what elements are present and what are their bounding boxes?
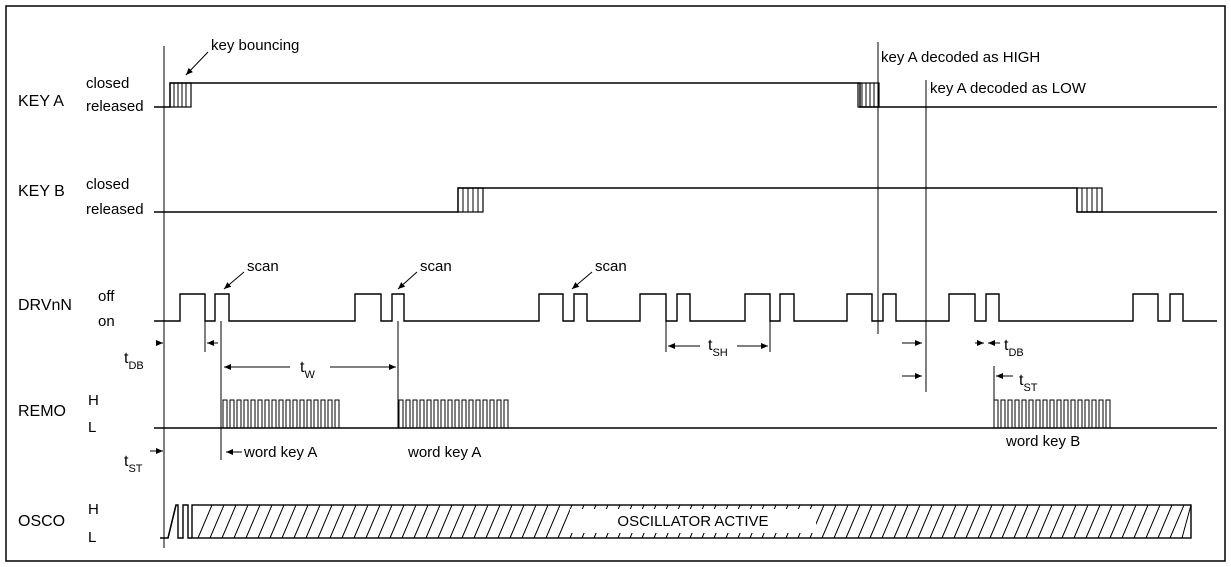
t-sh-marker: tSH <box>665 321 771 359</box>
scan-label-2: scan <box>420 258 452 275</box>
scan-arrow-1 <box>223 271 245 290</box>
oscillator-label-bg <box>570 509 816 533</box>
scan-label-1: scan <box>247 258 279 275</box>
scan-label-3: scan <box>595 258 627 275</box>
remo-name: REMO <box>18 403 66 420</box>
key-a-waveform <box>154 82 1217 108</box>
key-bouncing-arrow <box>185 51 209 76</box>
remo-l-label: L <box>88 419 96 436</box>
frame <box>5 5 1226 562</box>
oscillator-active-label: OSCILLATOR ACTIVE <box>617 513 768 530</box>
t-db-marker-2: tDB <box>975 337 1024 359</box>
key-b-waveform <box>154 187 1217 213</box>
key-a-bounce-1 <box>169 82 192 108</box>
t-w-marker: tW <box>220 321 399 460</box>
osco-signal: OSCO H L OSCILLATOR ACTIVE <box>18 501 1192 546</box>
key-b-bounce-1 <box>457 187 484 213</box>
key-a-released-label: released <box>86 98 144 115</box>
word-key-b-label: word key B <box>1005 433 1080 450</box>
word-key-a-label-1: word key A <box>243 444 317 461</box>
drv-signal: DRVnN off on scan scan scan <box>18 258 1217 330</box>
key-b-released-label: released <box>86 201 144 218</box>
t-sh-label: tSH <box>708 337 728 359</box>
word-key-a-label-2: word key A <box>407 444 481 461</box>
scan-arrow-3 <box>571 271 593 290</box>
t-st-marker-2: tST <box>993 366 1038 428</box>
key-b-bounce-2 <box>1076 187 1103 213</box>
key-a-bounce-2 <box>857 82 880 108</box>
osco-l-label: L <box>88 529 96 546</box>
remo-burst-2 <box>398 399 511 429</box>
remo-h-label: H <box>88 392 99 409</box>
key-b-signal: KEY B closed released <box>18 176 1217 218</box>
t-db-marker-1: tDB <box>124 321 218 372</box>
t-db-label-2: tDB <box>1004 337 1024 359</box>
t-st-label-1: tST <box>124 453 143 475</box>
t-db-label-1: tDB <box>124 350 144 372</box>
osco-start-tick <box>167 504 177 539</box>
key-a-closed-label: closed <box>86 75 129 92</box>
t-w-label: tW <box>300 359 315 381</box>
remo-burst-3 <box>993 399 1111 429</box>
key-bouncing-label: key bouncing <box>211 37 299 54</box>
drv-off-label: off <box>98 288 115 305</box>
decoded-high-label: key A decoded as HIGH <box>881 49 1040 66</box>
remo-burst-1 <box>222 399 340 429</box>
osco-name: OSCO <box>18 513 65 530</box>
decode-delay-marker <box>902 340 922 379</box>
key-a-name: KEY A <box>18 93 64 110</box>
remo-signal: REMO H L word key A word key A word key … <box>18 392 1217 461</box>
drv-waveform <box>154 293 1217 322</box>
drv-name: DRVnN <box>18 297 72 314</box>
t-st-marker-1: tST <box>124 448 163 475</box>
key-a-signal: KEY A closed released key bouncing <box>18 37 1217 115</box>
key-b-name: KEY B <box>18 183 65 200</box>
osco-h-label: H <box>88 501 99 518</box>
t-st-label-2: tST <box>1019 372 1038 394</box>
scan-arrow-2 <box>397 271 418 290</box>
drv-on-label: on <box>98 313 115 330</box>
decoded-low-label: key A decoded as LOW <box>930 80 1087 97</box>
osco-startup <box>160 504 192 539</box>
key-b-closed-label: closed <box>86 176 129 193</box>
